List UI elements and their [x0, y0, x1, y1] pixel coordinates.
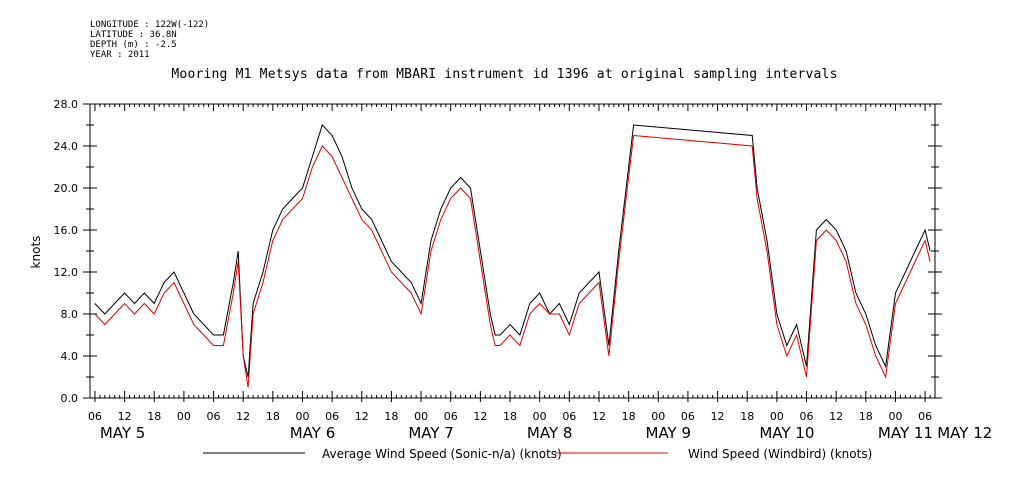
year-label: YEAR : 2011	[90, 50, 150, 60]
x-tick-label: 00	[295, 410, 309, 423]
chart-title: Mooring M1 Metsys data from MBARI instru…	[171, 67, 838, 82]
x-tick-label: 06	[800, 410, 814, 423]
x-tick-label: 12	[473, 410, 487, 423]
longitude-label: LONGITUDE : 122W(-122)	[90, 20, 210, 30]
windbird-wind-speed-line	[94, 134, 931, 388]
x-tick-label: 06	[681, 410, 695, 423]
latitude-label: LATITUDE : 36.8N	[90, 30, 177, 40]
x-tick-label: 12	[118, 410, 132, 423]
depth-label: DEPTH (m) : -2.5	[90, 40, 177, 50]
date-label: MAY 7	[408, 424, 454, 442]
date-label: MAY 6	[290, 424, 336, 442]
x-tick-label: 00	[533, 410, 547, 423]
x-tick-label: 12	[355, 410, 369, 423]
date-label: MAY 11	[878, 424, 933, 442]
x-tick-label: 00	[888, 410, 902, 423]
x-tick-label: 18	[266, 410, 280, 423]
x-tick-label: 06	[918, 410, 932, 423]
x-tick-label: 12	[592, 410, 606, 423]
date-label: MAY 12	[937, 424, 992, 442]
x-tick-label: 00	[651, 410, 665, 423]
date-label: MAY 10	[759, 424, 814, 442]
y-tick-label: 28.0	[54, 98, 79, 111]
y-tick-label: 24.0	[54, 140, 79, 153]
station-metadata: LONGITUDE : 122W(-122) LATITUDE : 36.8N …	[90, 20, 209, 60]
x-tick-label: 18	[622, 410, 636, 423]
legend-label: Wind Speed (Windbird) (knots)	[688, 447, 872, 461]
x-tick-label: 06	[562, 410, 576, 423]
x-tick-label: 12	[711, 410, 725, 423]
x-tick-label: 18	[740, 410, 754, 423]
y-tick-label: 16.0	[54, 224, 79, 237]
date-label: MAY 8	[527, 424, 573, 442]
x-tick-label: 06	[207, 410, 221, 423]
y-tick-label: 4.0	[61, 350, 79, 363]
x-tick-label: 00	[414, 410, 428, 423]
x-tick-label: 12	[236, 410, 250, 423]
x-tick-label: 00	[770, 410, 784, 423]
date-label: MAY 9	[646, 424, 692, 442]
legend-label: Average Wind Speed (Sonic-n/a) (knots)	[322, 447, 562, 461]
x-tick-label: 18	[384, 410, 398, 423]
x-tick-label: 18	[147, 410, 161, 423]
x-tick-label: 18	[859, 410, 873, 423]
y-tick-label: 12.0	[54, 266, 79, 279]
x-tick-label: 18	[503, 410, 517, 423]
y-tick-label: 0.0	[61, 392, 79, 405]
x-tick-label: 06	[444, 410, 458, 423]
x-tick-label: 06	[325, 410, 339, 423]
y-tick-label: 8.0	[61, 308, 79, 321]
x-tick-label: 00	[177, 410, 191, 423]
date-label: MAY 5	[100, 424, 146, 442]
y-axis-label: knots	[29, 236, 43, 269]
y-tick-label: 20.0	[54, 182, 79, 195]
x-tick-label: 12	[829, 410, 843, 423]
x-tick-label: 06	[88, 410, 102, 423]
average-wind-speed-line	[94, 124, 931, 378]
